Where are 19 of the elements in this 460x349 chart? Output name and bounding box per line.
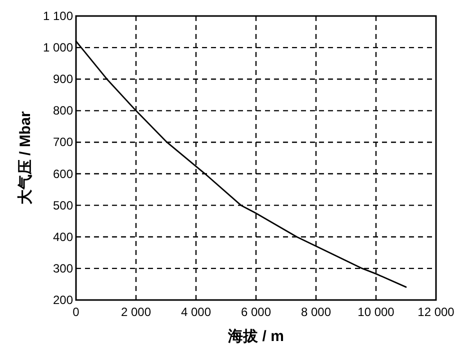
y-tick-label: 300 [52, 261, 74, 276]
y-tick-label: 700 [52, 135, 74, 150]
y-tick-label: 800 [52, 104, 74, 118]
x-axis-title: 海拔 / m [227, 328, 284, 345]
y-tick-label: 500 [52, 198, 74, 212]
x-tick-label: 12 000 [418, 305, 455, 319]
y-tick-label: 600 [52, 166, 74, 181]
y-tick-label: 400 [52, 230, 74, 244]
y-tick-label: 900 [52, 72, 74, 86]
y-tick-label: 1 000 [42, 40, 74, 55]
y-tick-label: 1 100 [42, 9, 74, 23]
x-tick-label: 0 [72, 305, 80, 319]
x-tick-label: 6 000 [240, 305, 272, 319]
x-tick-label: 2 000 [120, 305, 152, 319]
x-tick-label: 4 000 [180, 305, 212, 319]
x-tick-label: 10 000 [358, 305, 395, 319]
y-axis-title: 大气压 / Mbar [17, 111, 34, 205]
y-tick-label: 200 [52, 293, 74, 307]
x-tick-label: 8 000 [300, 305, 332, 319]
